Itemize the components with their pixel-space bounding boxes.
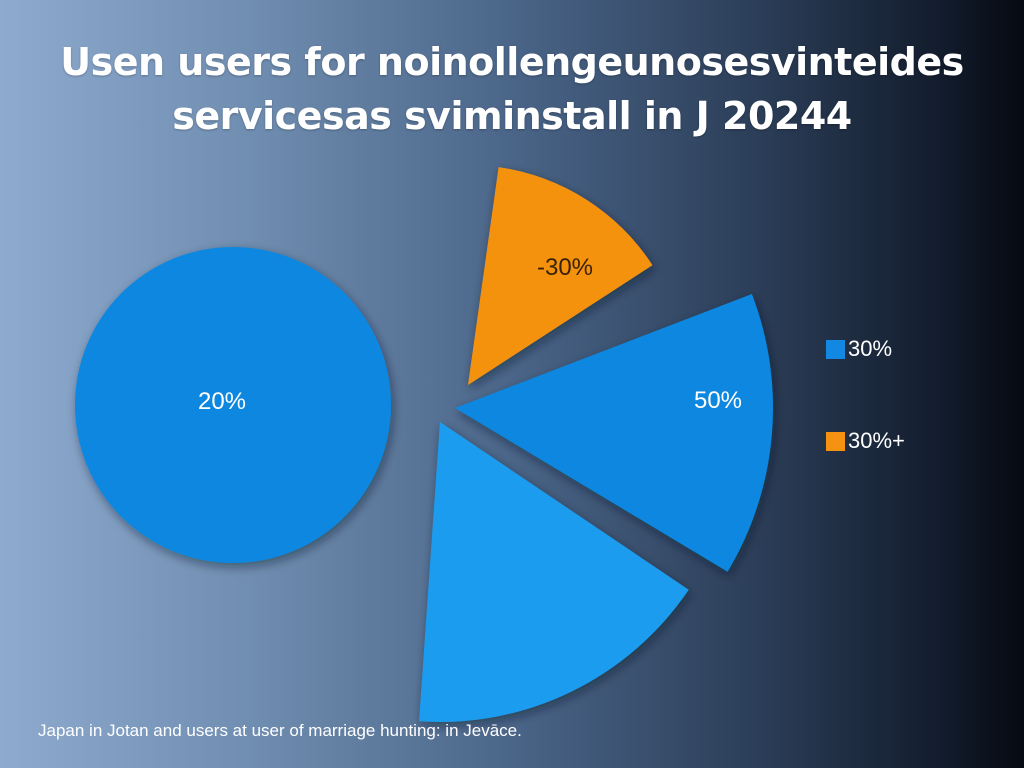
chart-title-line-1: Usen users for noinollengeunosesvinteide…: [60, 40, 964, 84]
legend-label-blue: 30%: [848, 336, 893, 361]
blue-slice: [455, 294, 773, 572]
orange-slice-label: -30%: [537, 254, 593, 281]
blue-slice-label: 50%: [694, 387, 742, 414]
legend-item-blue: 30%: [826, 336, 892, 362]
chart-title-line-2: servicesas sviminstall in J 20244: [172, 94, 852, 138]
light-blue-slice: [419, 422, 689, 722]
pie-slices: -30% 50%: [419, 167, 773, 722]
standalone-circle-label: 20%: [198, 388, 246, 415]
legend-swatch-blue: [826, 339, 845, 359]
standalone-circle: [75, 247, 391, 563]
legend-swatch-orange: [826, 431, 845, 451]
standalone-circle-group: 20%: [75, 247, 391, 563]
chart-footnote: Japan in Jotan and users at user of marr…: [38, 721, 522, 740]
orange-slice: [468, 167, 653, 385]
legend-item-orange: 30%+: [826, 428, 905, 454]
legend-label-orange: 30%+: [848, 428, 905, 453]
